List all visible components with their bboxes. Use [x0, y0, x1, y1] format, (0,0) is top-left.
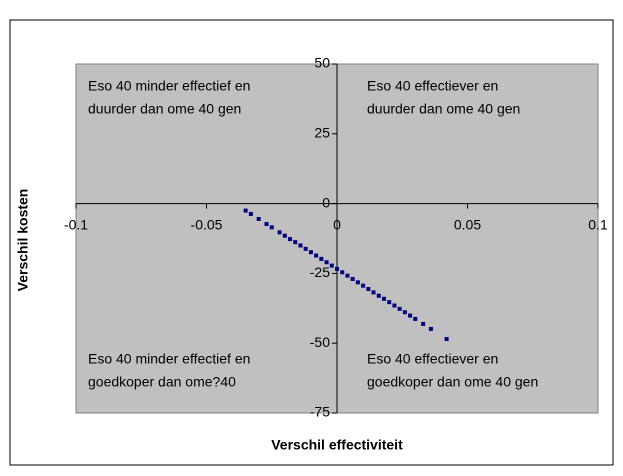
y-tick-label: -75: [310, 404, 330, 420]
point: [381, 296, 386, 301]
point: [335, 266, 339, 271]
point: [248, 211, 253, 216]
quadrant-label: Eso 40 minder effectief en: [88, 351, 250, 367]
x-tick-label: -0.05: [191, 216, 223, 232]
x-tick-label: 0.05: [454, 216, 481, 232]
point: [298, 243, 303, 248]
point: [366, 287, 371, 292]
point: [256, 216, 261, 221]
quadrant-label: duurder dan ome 40 gen: [88, 101, 241, 117]
point: [444, 337, 449, 342]
y-tick-label: -50: [310, 334, 330, 350]
point: [361, 283, 366, 288]
point: [350, 276, 355, 281]
x-tick-label: 0: [333, 216, 341, 232]
point: [293, 240, 298, 245]
point: [408, 313, 413, 318]
quadrant-label: goedkoper dan ome 40 gen: [367, 374, 538, 390]
quadrant-label: Eso 40 effectiever en: [367, 78, 498, 94]
point: [397, 306, 402, 311]
point: [345, 273, 350, 278]
point: [243, 208, 248, 213]
quadrant-label: Eso 40 minder effectief en: [88, 78, 250, 94]
point: [319, 256, 324, 261]
quadrant-label: goedkoper dan ome?40: [88, 374, 236, 390]
point: [288, 237, 293, 242]
point: [329, 263, 334, 268]
y-tick-label: -25: [310, 264, 330, 280]
point: [387, 300, 392, 305]
y-tick-label: 50: [314, 55, 330, 71]
point: [314, 253, 319, 258]
point: [264, 221, 269, 226]
point: [392, 303, 397, 308]
y-tick-label: 25: [314, 125, 330, 141]
quadrant-label: Eso 40 effectiever en: [367, 351, 498, 367]
point: [428, 326, 433, 331]
point: [355, 280, 360, 285]
x-tick-label: 0.1: [588, 216, 608, 232]
x-axis-title: Verschil effectiviteit: [271, 437, 403, 453]
point: [413, 316, 418, 321]
point: [376, 293, 381, 298]
point: [282, 233, 287, 238]
point: [421, 321, 426, 326]
point: [402, 310, 407, 315]
quadrant-label: duurder dan ome 40 gen: [367, 101, 520, 117]
y-axis-title: Verschil kosten: [15, 189, 31, 292]
x-tick-label: -0.1: [64, 216, 88, 232]
point: [269, 225, 274, 230]
point: [324, 260, 329, 265]
point: [308, 250, 313, 255]
point: [303, 246, 308, 251]
y-tick-label: 0: [322, 194, 330, 210]
point: [371, 290, 376, 295]
point: [340, 270, 345, 275]
point: [277, 230, 282, 235]
